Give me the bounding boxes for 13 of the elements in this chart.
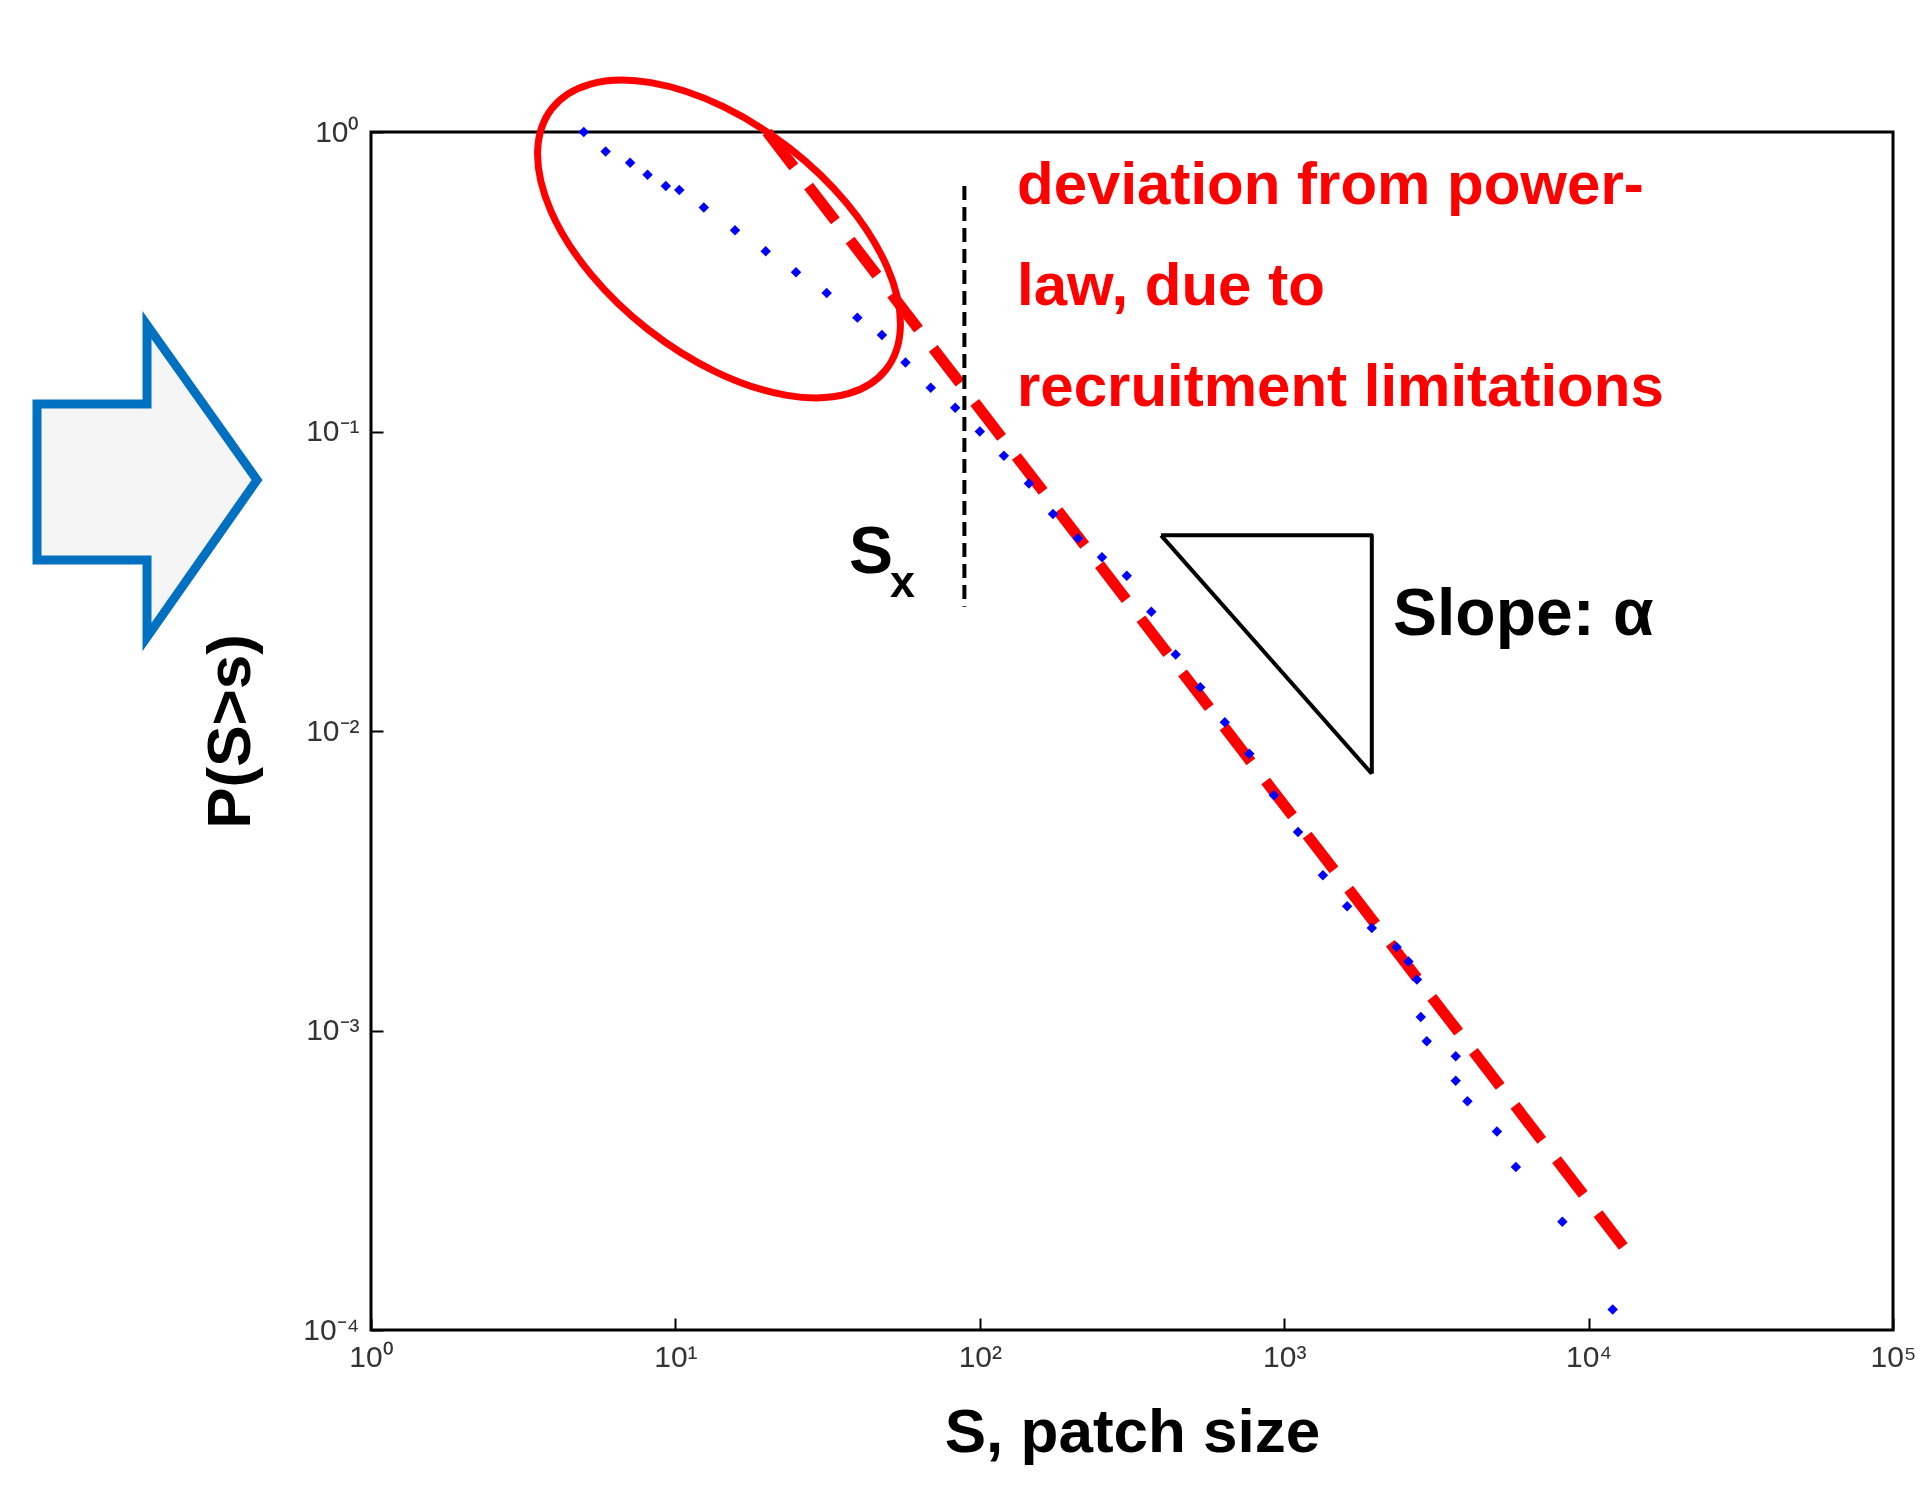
y-axis-title: P(S>s) (194, 634, 264, 829)
x-tick-label: 10⁴ (1565, 1339, 1613, 1373)
x-tick-label: 10³ (1263, 1339, 1307, 1373)
y-tick-label: 10⁻² (306, 713, 360, 747)
x-tick-label: 10² (958, 1339, 1002, 1373)
y-tick-label: 10⁰ (315, 114, 360, 148)
y-tick-label: 10⁻³ (306, 1013, 360, 1046)
y-tick-label: 10⁻¹ (306, 414, 360, 447)
x-tick-label: 10¹ (654, 1339, 698, 1373)
x-axis-title: S, patch size (944, 1395, 1321, 1465)
annotation: Slope: α (1393, 575, 1654, 649)
x-tick-label: 10⁵ (1870, 1339, 1917, 1373)
annotation: deviation from power- law, due to recruitment limitations (1017, 150, 1664, 419)
